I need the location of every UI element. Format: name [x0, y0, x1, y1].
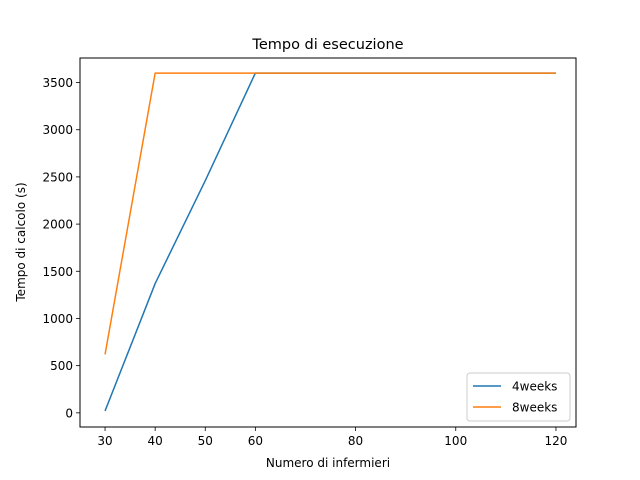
y-tick-label: 3000 [42, 123, 73, 137]
x-tick-label: 80 [348, 434, 363, 448]
y-tick-label: 1500 [42, 265, 73, 279]
y-tick-label: 3500 [42, 76, 73, 90]
y-tick-label: 500 [50, 359, 73, 373]
legend-label-8weeks: 8weeks [512, 401, 557, 415]
series-line-4weeks [104, 72, 556, 412]
x-tick-label: 60 [248, 434, 263, 448]
x-tick-label: 120 [545, 434, 568, 448]
x-tick-label: 50 [198, 434, 213, 448]
plot-frame [79, 57, 577, 428]
y-tick-label: 2500 [42, 170, 73, 184]
legend: 4weeks 8weeks [466, 372, 571, 422]
x-axis: 30 40 50 60 80 100 120 [97, 427, 567, 448]
legend-label-4weeks: 4weeks [512, 380, 557, 394]
x-axis-label: Numero di infermieri [266, 456, 390, 470]
y-tick-label: 2000 [42, 218, 73, 232]
y-tick-label: 0 [65, 406, 73, 420]
series-layer [104, 72, 556, 412]
x-tick-label: 40 [148, 434, 163, 448]
y-axis: 0 500 1000 1500 2000 2500 3000 3500 [42, 76, 80, 420]
y-tick-label: 1000 [42, 312, 73, 326]
x-tick-label: 100 [444, 434, 467, 448]
y-axis-label: Tempo di calcolo (s) [14, 182, 28, 302]
chart-title: Tempo di esecuzione [251, 37, 403, 53]
legend-box [466, 372, 571, 422]
series-line-8weeks [104, 72, 556, 355]
x-tick-label: 30 [97, 434, 112, 448]
